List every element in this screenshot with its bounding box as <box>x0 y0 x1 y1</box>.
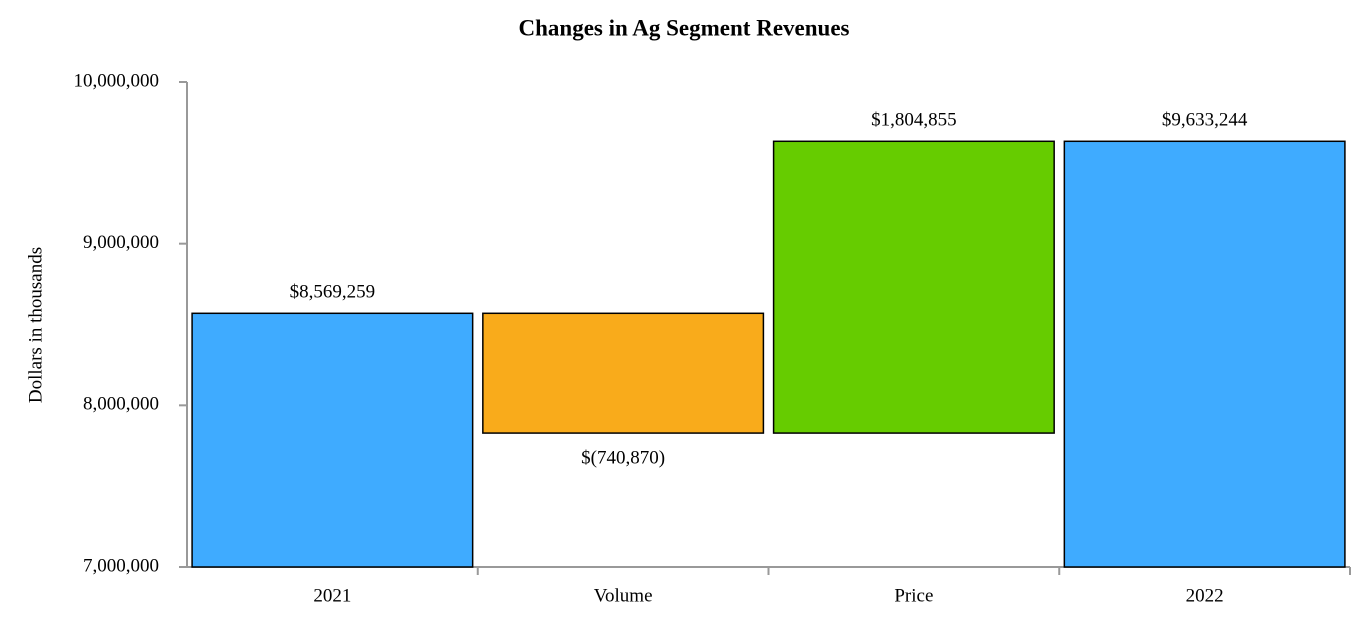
y-tick-label: 9,000,000 <box>83 232 159 253</box>
value-label: $9,633,244 <box>1162 110 1248 131</box>
value-label: $8,569,259 <box>290 282 376 303</box>
y-tick-label: 7,000,000 <box>83 555 159 576</box>
x-tick-label: Volume <box>594 585 653 606</box>
bar <box>191 312 474 568</box>
y-tick-label: 10,000,000 <box>74 70 160 91</box>
bar <box>482 312 765 434</box>
chart-title: Changes in Ag Segment Revenues <box>519 15 850 40</box>
value-label: $1,804,855 <box>871 110 957 131</box>
y-tick-label: 8,000,000 <box>83 394 159 415</box>
x-tick-label: Price <box>894 585 933 606</box>
y-axis-label: Dollars in thousands <box>25 247 46 403</box>
x-tick-label: 2022 <box>1186 585 1224 606</box>
bar <box>1063 140 1346 568</box>
bar <box>772 140 1055 434</box>
value-label: $(740,870) <box>581 447 665 468</box>
x-tick-label: 2021 <box>313 585 351 606</box>
